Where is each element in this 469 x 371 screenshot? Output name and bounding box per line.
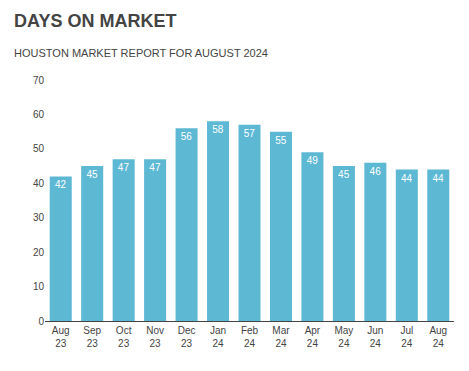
svg-text:DAYS ON MARKET: DAYS ON MARKET xyxy=(14,11,176,31)
svg-text:57: 57 xyxy=(244,128,256,139)
svg-text:May24: May24 xyxy=(334,325,353,349)
svg-text:Dec23: Dec23 xyxy=(178,325,196,349)
svg-text:45: 45 xyxy=(338,169,350,180)
svg-text:42: 42 xyxy=(55,179,67,190)
svg-text:Sep23: Sep23 xyxy=(83,325,101,349)
svg-text:70: 70 xyxy=(33,75,45,86)
svg-text:50: 50 xyxy=(33,143,45,154)
svg-text:0: 0 xyxy=(38,316,44,327)
svg-text:44: 44 xyxy=(432,173,444,184)
svg-text:49: 49 xyxy=(307,155,319,166)
svg-text:Feb24: Feb24 xyxy=(241,325,259,349)
svg-text:Jul24: Jul24 xyxy=(400,325,413,349)
svg-text:40: 40 xyxy=(33,178,45,189)
svg-text:Jan24: Jan24 xyxy=(210,325,226,349)
svg-text:47: 47 xyxy=(149,162,161,173)
svg-text:60: 60 xyxy=(33,109,45,120)
svg-text:45: 45 xyxy=(86,169,98,180)
svg-text:10: 10 xyxy=(33,281,45,292)
svg-text:44: 44 xyxy=(401,173,413,184)
svg-text:47: 47 xyxy=(118,162,130,173)
svg-text:Jun24: Jun24 xyxy=(367,325,383,349)
svg-text:56: 56 xyxy=(181,131,193,142)
svg-text:58: 58 xyxy=(212,124,224,135)
svg-text:Apr24: Apr24 xyxy=(305,325,321,349)
svg-text:Mar24: Mar24 xyxy=(272,325,290,349)
svg-text:46: 46 xyxy=(370,166,382,177)
svg-text:Aug23: Aug23 xyxy=(52,325,70,349)
svg-text:20: 20 xyxy=(33,247,45,258)
svg-text:55: 55 xyxy=(275,135,287,146)
svg-text:Nov23: Nov23 xyxy=(146,325,164,349)
svg-text:Aug24: Aug24 xyxy=(429,325,447,349)
svg-text:30: 30 xyxy=(33,212,45,223)
svg-text:Oct23: Oct23 xyxy=(116,325,132,349)
svg-text:HOUSTON MARKET REPORT FOR AUGU: HOUSTON MARKET REPORT FOR AUGUST 2024 xyxy=(14,47,268,59)
